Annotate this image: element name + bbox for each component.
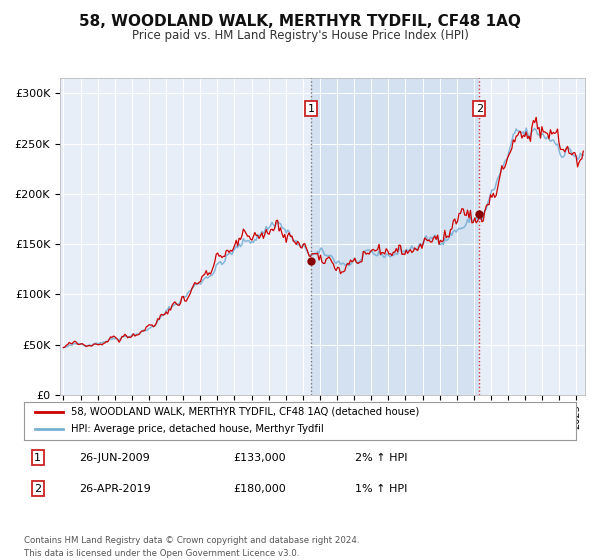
Text: £133,000: £133,000 xyxy=(234,452,286,463)
Text: £180,000: £180,000 xyxy=(234,484,287,494)
Text: 1: 1 xyxy=(308,104,315,114)
Text: 26-JUN-2009: 26-JUN-2009 xyxy=(79,452,150,463)
Text: 58, WOODLAND WALK, MERTHYR TYDFIL, CF48 1AQ: 58, WOODLAND WALK, MERTHYR TYDFIL, CF48 … xyxy=(79,14,521,29)
Text: 26-APR-2019: 26-APR-2019 xyxy=(79,484,151,494)
Text: 58, WOODLAND WALK, MERTHYR TYDFIL, CF48 1AQ (detached house): 58, WOODLAND WALK, MERTHYR TYDFIL, CF48 … xyxy=(71,407,419,417)
Text: 1% ↑ HPI: 1% ↑ HPI xyxy=(355,484,407,494)
Text: Contains HM Land Registry data © Crown copyright and database right 2024.: Contains HM Land Registry data © Crown c… xyxy=(24,536,359,545)
Text: 2: 2 xyxy=(34,484,41,494)
Text: HPI: Average price, detached house, Merthyr Tydfil: HPI: Average price, detached house, Mert… xyxy=(71,424,323,435)
Text: 2% ↑ HPI: 2% ↑ HPI xyxy=(355,452,408,463)
Text: 2: 2 xyxy=(476,104,483,114)
Text: Price paid vs. HM Land Registry's House Price Index (HPI): Price paid vs. HM Land Registry's House … xyxy=(131,29,469,43)
Text: 1: 1 xyxy=(34,452,41,463)
Bar xyxy=(311,78,479,395)
Text: This data is licensed under the Open Government Licence v3.0.: This data is licensed under the Open Gov… xyxy=(24,549,299,558)
